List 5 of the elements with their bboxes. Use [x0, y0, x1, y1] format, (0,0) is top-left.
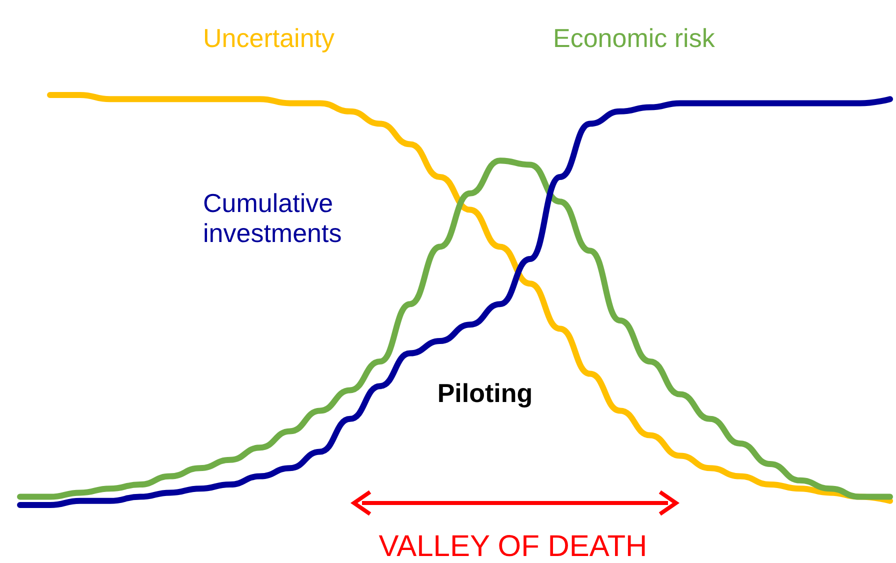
series-label: Uncertainty [203, 23, 334, 53]
text: Cumulative investments [203, 188, 342, 248]
text: Economic risk [553, 23, 716, 53]
annotation: Piloting [437, 378, 533, 409]
text: VALLEY OF DEATH [378, 530, 648, 563]
